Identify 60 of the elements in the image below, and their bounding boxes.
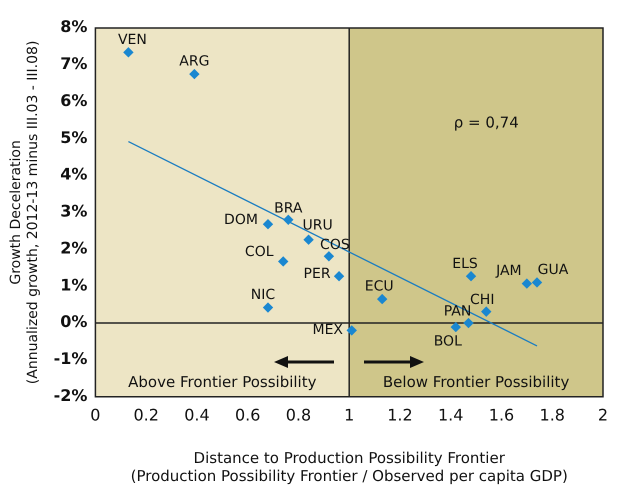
y-tick-label: 3% [60, 202, 88, 221]
y-tick-label: -2% [54, 386, 88, 405]
x-tick-label: 1 [344, 406, 354, 425]
y-tick-label: -1% [54, 349, 88, 368]
annotation: BRA [274, 200, 303, 216]
point [278, 256, 288, 266]
point [189, 69, 200, 80]
annotation: ELS [452, 256, 478, 272]
y-tick-label: 7% [60, 54, 88, 74]
x-tick-label: 1.8 [540, 406, 565, 425]
y-tick-label: 8% [60, 17, 88, 36]
point [450, 322, 461, 332]
y-tick-label: 1% [60, 275, 88, 294]
x-tick-label: 0.8 [286, 406, 312, 425]
annotation: DOM [224, 212, 258, 228]
point [377, 294, 388, 304]
x-tick-label: 0.2 [133, 406, 159, 425]
annotation: ECU [364, 278, 394, 295]
x-tick-label: 0 [90, 406, 100, 425]
point [481, 306, 492, 317]
x-tick-label: 0.4 [184, 406, 210, 425]
y-tick-label: 6% [60, 90, 88, 110]
x-tick-label: 0.6 [234, 406, 260, 425]
y-tick-label: 2% [60, 238, 88, 258]
band-label: Above Frontier Possibility [128, 372, 317, 391]
y-axis-title: Growth Deceleration (Annualized growth, 2012-13 minus III.03 - III.08) [8, 40, 41, 384]
point [532, 277, 542, 288]
point [324, 251, 334, 262]
annotation: BOL [434, 334, 462, 350]
point [262, 219, 273, 230]
point [463, 318, 474, 328]
annotation: PAN [444, 304, 472, 320]
point [346, 325, 357, 336]
x-axis-title: Distance to Production Possibility Frontier (Production Possibility Frontier / Observed per capita GDP) [130, 448, 568, 485]
annotation: GUA [538, 262, 569, 278]
point [304, 234, 314, 245]
annotation: NIC [250, 287, 276, 304]
point [522, 278, 532, 289]
annotation: MEX [312, 322, 344, 338]
annotation: ρ = 0,74 [454, 114, 519, 132]
x-tick-label: 1.4 [438, 406, 464, 425]
band-label: Below Frontier Possibility [382, 372, 570, 391]
x-tick-label: 1.6 [488, 406, 514, 425]
annotation: COL [244, 244, 274, 260]
y-tick-label: 0% [60, 312, 88, 332]
point [283, 214, 294, 225]
annotation: JAM [495, 263, 522, 280]
annotation: URU [302, 217, 333, 234]
point [123, 47, 134, 58]
y-tick-label: 5% [60, 128, 88, 147]
y-tick-label: 4% [60, 164, 88, 184]
annotation: CHI [470, 292, 494, 308]
annotation: ARG [179, 54, 210, 70]
point [334, 271, 344, 282]
point [466, 271, 476, 282]
x-tick-label: 1.2 [387, 406, 413, 425]
annotation: PER [304, 266, 331, 282]
point [262, 302, 273, 313]
annotation: VEN [118, 32, 147, 48]
x-tick-label: 2 [598, 406, 608, 425]
